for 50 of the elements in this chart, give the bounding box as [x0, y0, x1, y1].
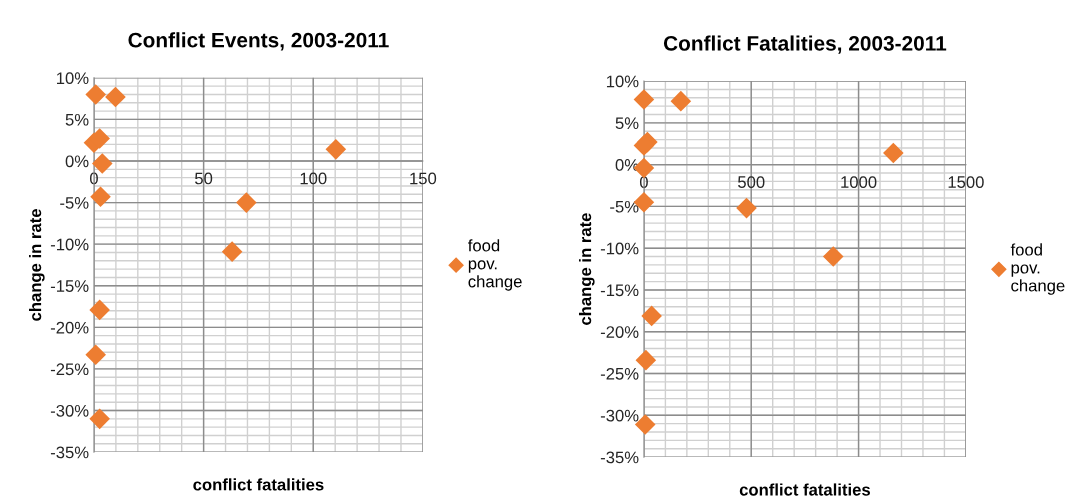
y-tick-label: -10%	[50, 238, 89, 251]
legend-label: food pov. change	[468, 239, 522, 291]
y-tick-label: 10%	[57, 72, 89, 85]
y-tick-label: -5%	[60, 197, 89, 209]
x-tick-label: 1000	[841, 176, 877, 188]
x-tick-label: 150	[410, 172, 437, 185]
point	[670, 90, 692, 112]
point	[883, 142, 904, 164]
x-tick-label: 0	[89, 172, 98, 185]
y-axis-title: change in rate	[29, 209, 45, 321]
point	[105, 86, 126, 108]
point	[736, 197, 757, 219]
y-tick-label: -10%	[600, 242, 639, 255]
point	[221, 241, 243, 262]
legend-label: food pov. change	[1010, 243, 1065, 295]
point	[633, 89, 655, 110]
x-tick-label: 50	[195, 172, 213, 185]
y-tick-label: -25%	[50, 363, 89, 376]
y-tick-label: -20%	[50, 321, 89, 334]
x-tick-label: 100	[300, 172, 327, 185]
chart-title: Conflict Fatalities, 2003-2011	[663, 35, 947, 54]
point	[85, 84, 107, 105]
x-tick-label: 0	[639, 176, 648, 188]
chart-title: Conflict Events, 2003-2011	[128, 32, 389, 51]
x-tick-label: 500	[738, 176, 765, 188]
x-axis-title: conflict fatalities	[739, 483, 870, 496]
y-tick-label: 10%	[606, 75, 639, 88]
point	[89, 408, 110, 430]
y-tick-label: -20%	[600, 326, 639, 338]
y-tick-label: -15%	[600, 284, 639, 297]
y-tick-label: -35%	[50, 446, 89, 459]
point	[641, 305, 662, 327]
y-tick-label: 5%	[65, 113, 89, 126]
point	[325, 139, 347, 160]
y-tick-label: 0%	[65, 155, 89, 168]
y-tick-label: -15%	[50, 280, 89, 292]
y-tick-label: -35%	[600, 451, 639, 464]
x-axis-title: conflict fatalities	[193, 478, 324, 491]
y-tick-label: -25%	[600, 367, 639, 380]
y-tick-label: -5%	[610, 200, 639, 213]
point	[822, 246, 844, 267]
point	[91, 153, 113, 174]
point	[236, 192, 257, 213]
y-tick-label: -30%	[600, 409, 639, 422]
y-tick-label: 5%	[615, 117, 639, 130]
point	[89, 299, 110, 321]
y-tick-label: -30%	[50, 404, 89, 417]
y-axis-title: change in rate	[578, 213, 595, 325]
x-tick-label: 1500	[948, 176, 984, 188]
point	[90, 186, 111, 208]
